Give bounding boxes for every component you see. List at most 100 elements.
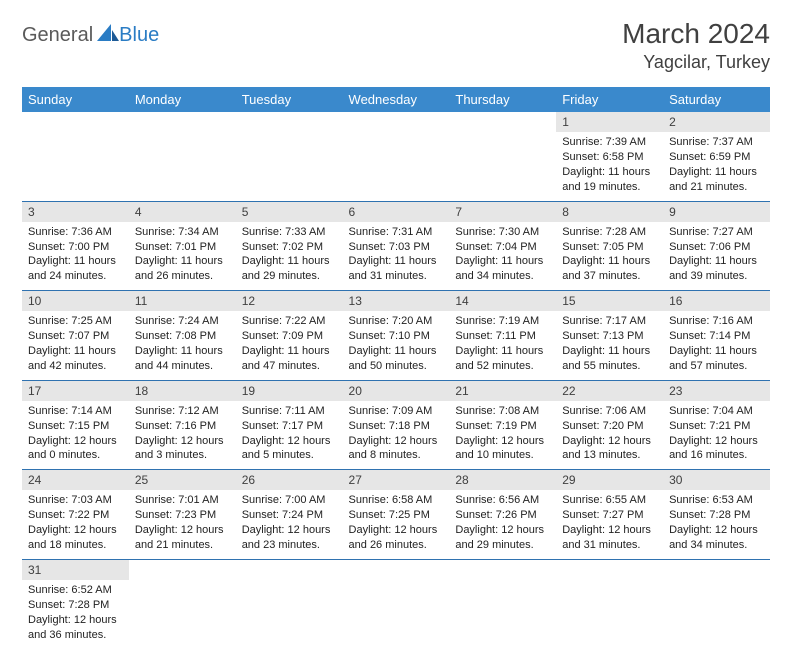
day-body: Sunrise: 7:30 AMSunset: 7:04 PMDaylight:… (449, 222, 556, 290)
day-line-sunset: Sunset: 7:11 PM (455, 329, 550, 344)
day-line-sunrise: Sunrise: 7:33 AM (242, 225, 337, 240)
day-body: Sunrise: 7:11 AMSunset: 7:17 PMDaylight:… (236, 401, 343, 469)
day-line-sunset: Sunset: 7:10 PM (349, 329, 444, 344)
day-number: 3 (22, 202, 129, 222)
day-line-sunrise: Sunrise: 7:27 AM (669, 225, 764, 240)
day-line-sunrise: Sunrise: 7:04 AM (669, 404, 764, 419)
day-cell: 15Sunrise: 7:17 AMSunset: 7:13 PMDayligh… (556, 291, 663, 381)
day-body: Sunrise: 7:09 AMSunset: 7:18 PMDaylight:… (343, 401, 450, 469)
day-body: Sunrise: 7:12 AMSunset: 7:16 PMDaylight:… (129, 401, 236, 469)
day-body: Sunrise: 6:52 AMSunset: 7:28 PMDaylight:… (22, 580, 129, 648)
day-line-sunset: Sunset: 7:27 PM (562, 508, 657, 523)
day-cell: 18Sunrise: 7:12 AMSunset: 7:16 PMDayligh… (129, 380, 236, 470)
day-line-day1: Daylight: 12 hours (28, 613, 123, 628)
week-row: 31Sunrise: 6:52 AMSunset: 7:28 PMDayligh… (22, 559, 770, 648)
day-line-sunrise: Sunrise: 7:22 AM (242, 314, 337, 329)
day-line-day2: and 55 minutes. (562, 359, 657, 374)
day-line-sunrise: Sunrise: 7:14 AM (28, 404, 123, 419)
day-line-day1: Daylight: 11 hours (242, 254, 337, 269)
day-body: Sunrise: 7:37 AMSunset: 6:59 PMDaylight:… (663, 132, 770, 200)
day-line-day2: and 26 minutes. (135, 269, 230, 284)
logo-text-general: General (22, 24, 93, 47)
day-line-sunrise: Sunrise: 7:36 AM (28, 225, 123, 240)
day-line-sunset: Sunset: 7:22 PM (28, 508, 123, 523)
day-line-day2: and 42 minutes. (28, 359, 123, 374)
week-row: 3Sunrise: 7:36 AMSunset: 7:00 PMDaylight… (22, 201, 770, 291)
day-line-day1: Daylight: 11 hours (562, 344, 657, 359)
day-line-sunset: Sunset: 7:21 PM (669, 419, 764, 434)
week-row: 24Sunrise: 7:03 AMSunset: 7:22 PMDayligh… (22, 470, 770, 560)
day-line-day2: and 3 minutes. (135, 448, 230, 463)
day-body: Sunrise: 7:34 AMSunset: 7:01 PMDaylight:… (129, 222, 236, 290)
day-line-day2: and 5 minutes. (242, 448, 337, 463)
day-number: 27 (343, 470, 450, 490)
day-line-sunset: Sunset: 7:14 PM (669, 329, 764, 344)
day-line-sunset: Sunset: 7:05 PM (562, 240, 657, 255)
day-number: 4 (129, 202, 236, 222)
day-line-day2: and 34 minutes. (455, 269, 550, 284)
day-cell: 9Sunrise: 7:27 AMSunset: 7:06 PMDaylight… (663, 201, 770, 291)
day-line-sunrise: Sunrise: 7:01 AM (135, 493, 230, 508)
day-line-sunrise: Sunrise: 6:53 AM (669, 493, 764, 508)
day-number: 12 (236, 291, 343, 311)
day-line-sunset: Sunset: 7:18 PM (349, 419, 444, 434)
week-row: 1Sunrise: 7:39 AMSunset: 6:58 PMDaylight… (22, 112, 770, 201)
day-line-day2: and 16 minutes. (669, 448, 764, 463)
day-line-day1: Daylight: 11 hours (669, 254, 764, 269)
day-line-sunrise: Sunrise: 7:11 AM (242, 404, 337, 419)
day-cell (556, 559, 663, 648)
day-line-day2: and 57 minutes. (669, 359, 764, 374)
day-cell: 13 Sunrise: 7:20 AMSunset: 7:10 PMDayligh… (343, 291, 450, 381)
day-line-day2: and 31 minutes. (349, 269, 444, 284)
day-line-day1: Daylight: 12 hours (135, 434, 230, 449)
day-number: 11 (129, 291, 236, 311)
day-line-sunrise: Sunrise: 7:39 AM (562, 135, 657, 150)
day-number: 16 (663, 291, 770, 311)
day-line-sunset: Sunset: 7:01 PM (135, 240, 230, 255)
day-cell: 22Sunrise: 7:06 AMSunset: 7:20 PMDayligh… (556, 380, 663, 470)
day-cell: 3Sunrise: 7:36 AMSunset: 7:00 PMDaylight… (22, 201, 129, 291)
day-line-day2: and 19 minutes. (562, 180, 657, 195)
day-number: 9 (663, 202, 770, 222)
day-line-day2: and 10 minutes. (455, 448, 550, 463)
day-line-day1: Daylight: 11 hours (28, 254, 123, 269)
day-line-sunrise: Sunrise: 7:34 AM (135, 225, 230, 240)
day-header-cell: Wednesday (343, 87, 450, 112)
day-line-day2: and 23 minutes. (242, 538, 337, 553)
day-line-sunrise: Sunrise: 6:58 AM (349, 493, 444, 508)
day-line-day1: Daylight: 11 hours (669, 165, 764, 180)
day-number: 17 (22, 381, 129, 401)
day-body: Sunrise: 7:00 AMSunset: 7:24 PMDaylight:… (236, 490, 343, 558)
day-line-day1: Daylight: 11 hours (349, 344, 444, 359)
day-number: 13 (343, 291, 450, 311)
day-line-day2: and 21 minutes. (135, 538, 230, 553)
day-header-cell: Thursday (449, 87, 556, 112)
day-line-sunset: Sunset: 7:02 PM (242, 240, 337, 255)
day-body: Sunrise: 6:58 AMSunset: 7:25 PMDaylight:… (343, 490, 450, 558)
day-line-day1: Daylight: 12 hours (242, 523, 337, 538)
empty-day-number (343, 112, 450, 132)
day-number: 15 (556, 291, 663, 311)
day-body: Sunrise: 7:04 AMSunset: 7:21 PMDaylight:… (663, 401, 770, 469)
day-number: 21 (449, 381, 556, 401)
day-line-day2: and 0 minutes. (28, 448, 123, 463)
day-cell: 6Sunrise: 7:31 AMSunset: 7:03 PMDaylight… (343, 201, 450, 291)
day-body: Sunrise: 7:01 AMSunset: 7:23 PMDaylight:… (129, 490, 236, 558)
day-body: Sunrise: 7:28 AMSunset: 7:05 PMDaylight:… (556, 222, 663, 290)
day-line-sunrise: Sunrise: 7:25 AM (28, 314, 123, 329)
day-line-sunrise: Sunrise: 7:20 AM (349, 314, 444, 329)
day-number: 10 (22, 291, 129, 311)
day-cell: 11Sunrise: 7:24 AMSunset: 7:08 PMDayligh… (129, 291, 236, 381)
day-cell (22, 112, 129, 201)
logo: General Blue (22, 24, 159, 47)
day-body: Sunrise: 7:31 AMSunset: 7:03 PMDaylight:… (343, 222, 450, 290)
day-line-sunrise: Sunrise: 7:37 AM (669, 135, 764, 150)
day-body: Sunrise: 7:39 AMSunset: 6:58 PMDaylight:… (556, 132, 663, 200)
day-number: 1 (556, 112, 663, 132)
day-body: Sunrise: 7:22 AMSunset: 7:09 PMDaylight:… (236, 311, 343, 379)
day-line-sunset: Sunset: 7:03 PM (349, 240, 444, 255)
day-cell: 7Sunrise: 7:30 AMSunset: 7:04 PMDaylight… (449, 201, 556, 291)
day-cell: 17Sunrise: 7:14 AMSunset: 7:15 PMDayligh… (22, 380, 129, 470)
day-cell: 28Sunrise: 6:56 AMSunset: 7:26 PMDayligh… (449, 470, 556, 560)
day-line-day1: Daylight: 11 hours (28, 344, 123, 359)
